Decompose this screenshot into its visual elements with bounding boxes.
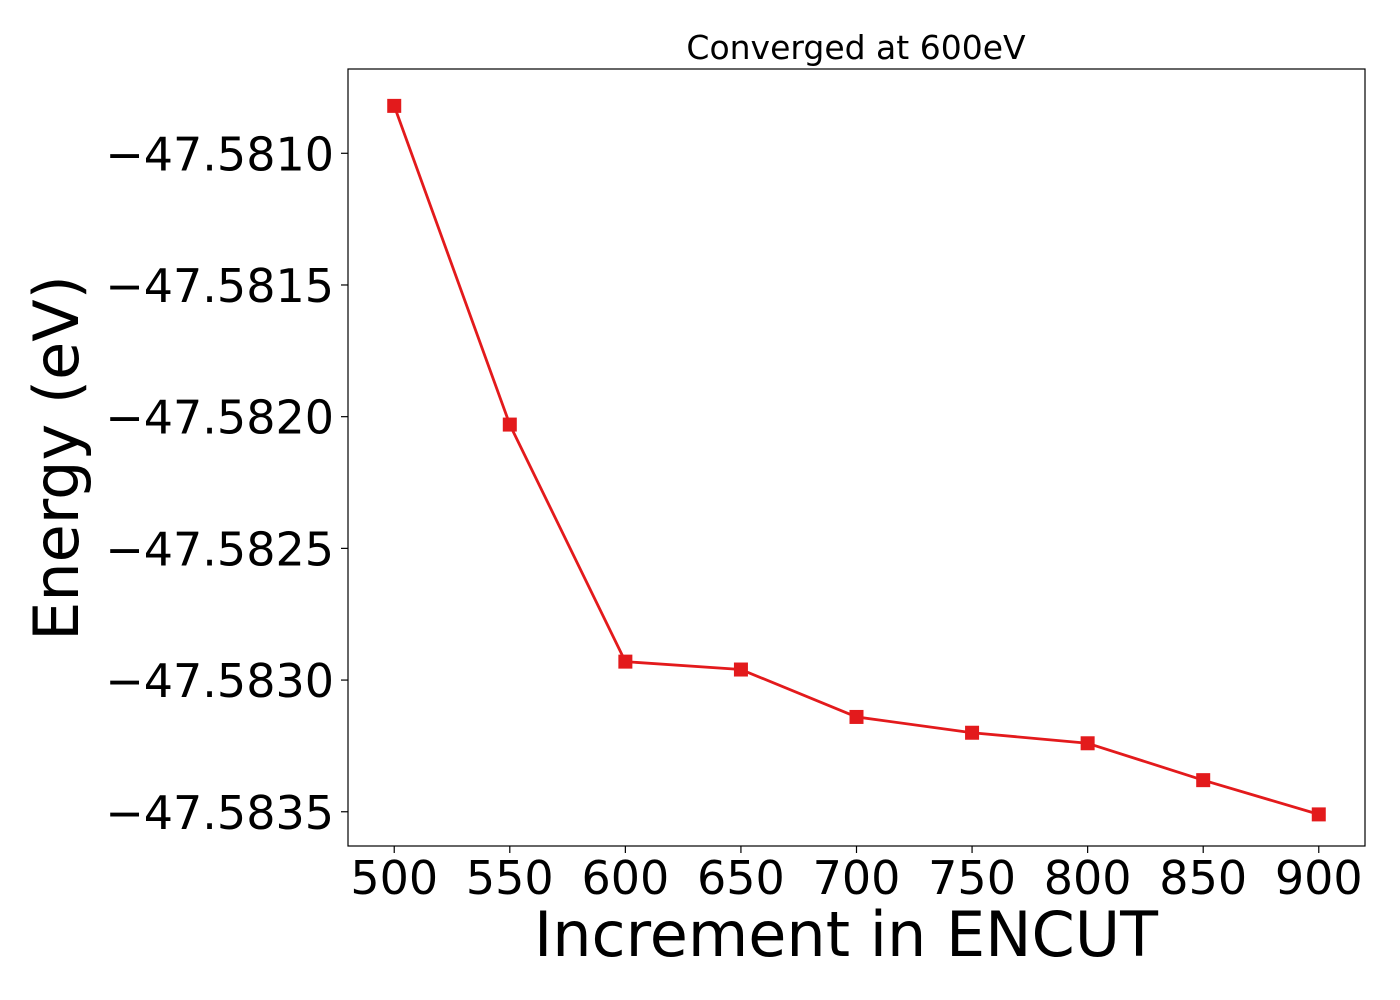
x-tick-label: 900 (1275, 851, 1363, 905)
plot-frame (347, 68, 1366, 847)
data-point-marker (502, 417, 517, 432)
data-point-marker (1080, 736, 1095, 751)
y-tick-label: −47.5810 (105, 127, 334, 181)
data-point-marker (849, 709, 864, 724)
y-tick-label: −47.5835 (105, 786, 334, 840)
data-point-marker (965, 725, 980, 740)
y-tick-label: −47.5820 (105, 391, 334, 445)
x-tick-label: 650 (697, 851, 785, 905)
x-tick-label: 600 (581, 851, 669, 905)
y-axis-ticks: −47.5810 −47.5815 −47.5820 −47.5825 −47.5830… (105, 127, 348, 840)
data-point-marker (733, 662, 748, 677)
x-tick-label: 750 (928, 851, 1016, 905)
x-tick-label: 800 (1044, 851, 1132, 905)
x-tick-label: 500 (350, 851, 438, 905)
data-point-marker (1311, 807, 1326, 822)
y-tick-label: −47.5825 (105, 522, 334, 576)
chart-title: Converged at 600eV (686, 28, 1026, 67)
x-axis-ticks: 500 550 600 650 700 750 800 850 900 (350, 846, 1363, 905)
y-tick-label: −47.5815 (105, 259, 334, 313)
y-tick-label: −47.5830 (105, 654, 334, 708)
x-tick-label: 550 (466, 851, 554, 905)
x-tick-label: 700 (813, 851, 901, 905)
series-layer (387, 98, 1326, 822)
data-point-marker (387, 98, 402, 113)
data-point-marker (1196, 773, 1211, 788)
y-axis-title: Energy (eV) (20, 275, 93, 641)
x-axis-title: Increment in ENCUT (534, 898, 1159, 971)
x-tick-label: 850 (1159, 851, 1247, 905)
data-point-marker (618, 654, 633, 669)
